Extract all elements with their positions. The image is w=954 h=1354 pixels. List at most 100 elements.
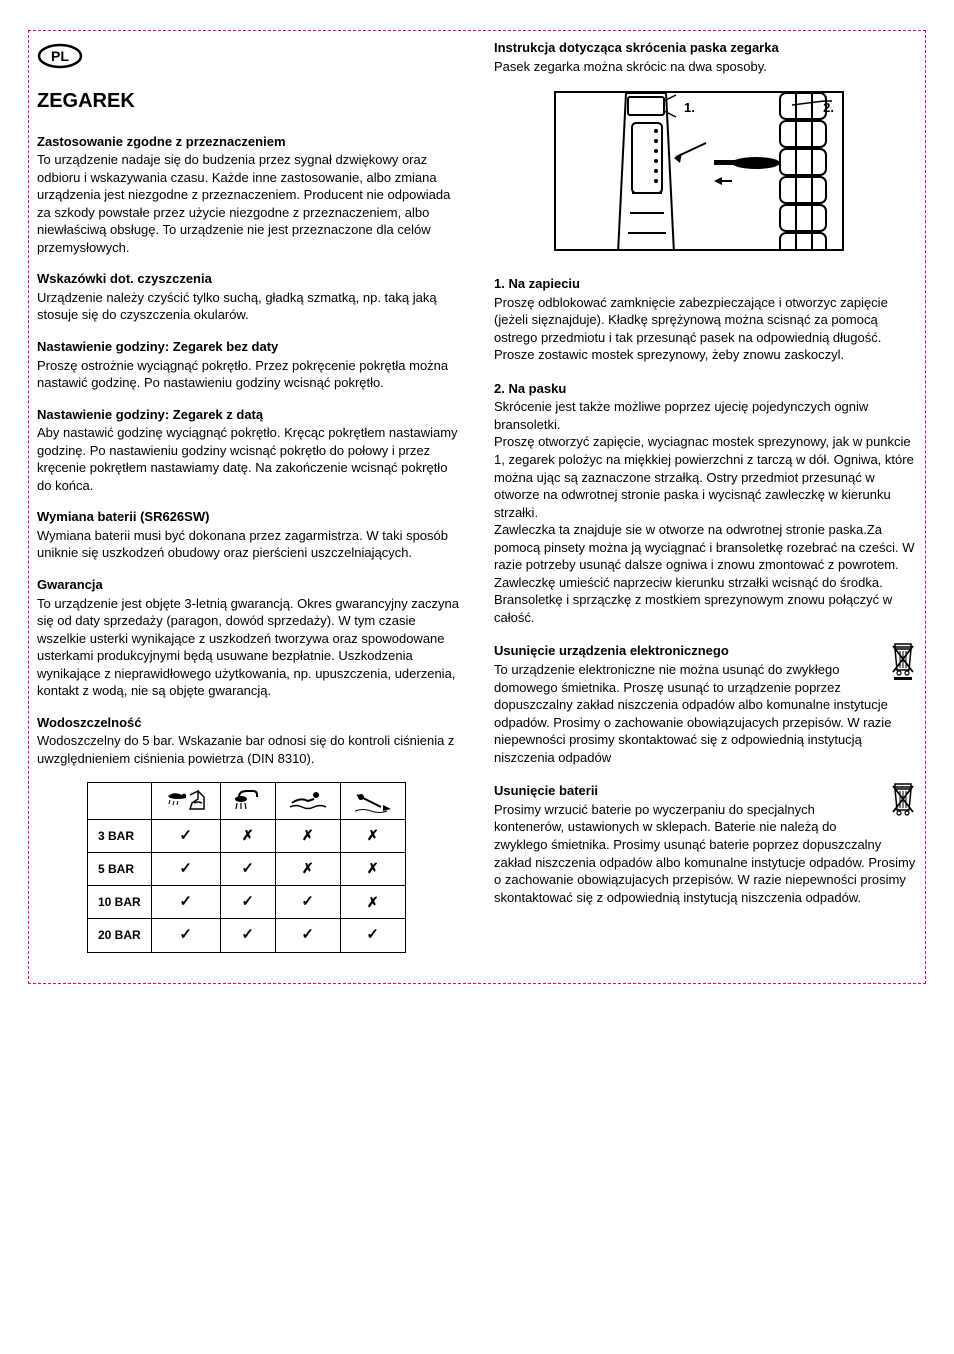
section-set-time-no-date: Nastawienie godziny: Zegarek bez daty Pr… xyxy=(37,338,460,392)
section-on-strap: 2. Na pasku Skrócenie jest także możliwe… xyxy=(494,380,917,627)
cross-icon: ✗ xyxy=(367,894,379,910)
body-intended-use: To urządzenie nadaje się do budzenia prz… xyxy=(37,151,460,256)
check-icon: ✓ xyxy=(301,926,314,943)
page: PL ZEGAREK Zastosowanie zgodne z przezna… xyxy=(28,30,926,984)
cell: ✗ xyxy=(340,852,405,885)
body-set-time-no-date: Proszę ostrożnie wyciągnąć pokrętło. Prz… xyxy=(37,357,460,392)
heading-strap-instructions: Instrukcja dotycząca skrócenia paska zeg… xyxy=(494,39,917,57)
body-warranty: To urządzenie jest objęte 3-letnią gwara… xyxy=(37,595,460,700)
col-icon-shower xyxy=(220,782,275,819)
body-water-resistance: Wodoszczelny do 5 bar. Wskazanie bar odn… xyxy=(37,732,460,767)
cross-icon: ✗ xyxy=(367,860,379,876)
check-icon: ✓ xyxy=(301,893,314,910)
section-cleaning: Wskazówki dot. czyszczenia Urządzenie na… xyxy=(37,270,460,324)
table-header-row xyxy=(88,782,406,819)
strap-diagram-icon xyxy=(556,93,844,251)
table-row: 20 BAR ✓ ✓ ✓ ✓ xyxy=(88,919,406,952)
battery-bin-icon xyxy=(889,782,917,821)
row-label-10bar: 10 BAR xyxy=(88,886,152,919)
water-resistance-table: 3 BAR ✓ ✗ ✗ ✗ 5 BAR ✓ ✓ ✗ ✗ 10 BAR ✓ ✓ ✓… xyxy=(87,782,406,953)
left-column: PL ZEGAREK Zastosowanie zgodne z przezna… xyxy=(37,39,460,953)
illus-label-1: 1. xyxy=(684,99,695,117)
body-on-strap: Skrócenie jest także możliwe poprzez uje… xyxy=(494,398,917,626)
heading-on-strap: 2. Na pasku xyxy=(494,380,917,398)
heading-intended-use: Zastosowanie zgodne z przeznaczeniem xyxy=(37,133,460,151)
table-row: 10 BAR ✓ ✓ ✓ ✗ xyxy=(88,886,406,919)
cross-icon: ✗ xyxy=(242,827,254,843)
section-set-time-date: Nastawienie godziny: Zegarek z datą Aby … xyxy=(37,406,460,495)
body-cleaning: Urządzenie należy czyścić tylko suchą, g… xyxy=(37,289,460,324)
heading-warranty: Gwarancja xyxy=(37,576,460,594)
language-badge-pl: PL xyxy=(37,43,460,74)
heading-set-time-date: Nastawienie godziny: Zegarek z datą xyxy=(37,406,460,424)
section-water-resistance: Wodoszczelność Wodoszczelny do 5 bar. Ws… xyxy=(37,714,460,768)
heading-cleaning: Wskazówki dot. czyszczenia xyxy=(37,270,460,288)
weee-bin-icon xyxy=(889,642,917,685)
cell: ✓ xyxy=(151,886,220,919)
body-set-time-date: Aby nastawić godzinę wyciągnąć pokrętło.… xyxy=(37,424,460,494)
body-dispose-device: To urządzenie elektroniczne nie można us… xyxy=(494,661,917,766)
row-label-3bar: 3 BAR xyxy=(88,819,152,852)
cell: ✓ xyxy=(151,852,220,885)
table-row: 3 BAR ✓ ✗ ✗ ✗ xyxy=(88,819,406,852)
heading-water-resistance: Wodoszczelność xyxy=(37,714,460,732)
cell: ✗ xyxy=(340,819,405,852)
body-on-clasp: Proszę odblokować zamknięcie zabezpiecza… xyxy=(494,294,917,364)
svg-text:PL: PL xyxy=(51,48,69,64)
cross-icon: ✗ xyxy=(367,827,379,843)
cell: ✓ xyxy=(220,852,275,885)
strap-illustration-box: 1. 2. xyxy=(554,91,844,251)
cell: ✗ xyxy=(275,819,340,852)
check-icon: ✓ xyxy=(179,926,192,943)
cell: ✓ xyxy=(220,886,275,919)
pl-oval-icon: PL xyxy=(37,43,83,69)
body-strap-instructions-intro: Pasek zegarka można skrócic na dwa sposo… xyxy=(494,58,917,76)
heading-dispose-battery: Usunięcie baterii xyxy=(494,782,917,800)
section-dispose-battery: Usunięcie baterii Prosimy wrzucić bateri… xyxy=(494,782,917,906)
cell: ✗ xyxy=(220,819,275,852)
shower-icon xyxy=(233,789,263,813)
check-icon: ✓ xyxy=(241,893,254,910)
table-corner-empty xyxy=(88,782,152,819)
cell: ✓ xyxy=(340,919,405,952)
table-row: 5 BAR ✓ ✓ ✗ ✗ xyxy=(88,852,406,885)
heading-on-clasp: 1. Na zapieciu xyxy=(494,275,917,293)
col-icon-dive xyxy=(340,782,405,819)
section-warranty: Gwarancja To urządzenie jest objęte 3-le… xyxy=(37,576,460,700)
diver-icon xyxy=(353,789,393,813)
section-on-clasp: 1. Na zapieciu Proszę odblokować zamknię… xyxy=(494,275,917,364)
check-icon: ✓ xyxy=(179,893,192,910)
rain-hand-icon xyxy=(164,789,208,813)
check-icon: ✓ xyxy=(241,860,254,877)
col-icon-swim xyxy=(275,782,340,819)
swimmer-icon xyxy=(288,789,328,813)
check-icon: ✓ xyxy=(179,860,192,877)
col-icon-rain-wash xyxy=(151,782,220,819)
row-label-20bar: 20 BAR xyxy=(88,919,152,952)
heading-dispose-device: Usunięcie urządzenia elektronicznego xyxy=(494,642,917,660)
cell: ✓ xyxy=(151,919,220,952)
section-strap-instructions-intro: Instrukcja dotycząca skrócenia paska zeg… xyxy=(494,39,917,75)
document-title: ZEGAREK xyxy=(37,88,460,115)
heading-set-time-no-date: Nastawienie godziny: Zegarek bez daty xyxy=(37,338,460,356)
check-icon: ✓ xyxy=(366,926,379,943)
right-column: Instrukcja dotycząca skrócenia paska zeg… xyxy=(494,39,917,953)
section-battery-change: Wymiana baterii (SR626SW) Wymiana bateri… xyxy=(37,508,460,562)
row-label-5bar: 5 BAR xyxy=(88,852,152,885)
cross-icon: ✗ xyxy=(302,860,314,876)
cell: ✓ xyxy=(275,919,340,952)
cell: ✓ xyxy=(151,819,220,852)
body-battery-change: Wymiana baterii musi być dokonana przez … xyxy=(37,527,460,562)
check-icon: ✓ xyxy=(179,827,192,844)
two-column-layout: PL ZEGAREK Zastosowanie zgodne z przezna… xyxy=(37,39,917,953)
cell: ✓ xyxy=(220,919,275,952)
section-intended-use: Zastosowanie zgodne z przeznaczeniem To … xyxy=(37,133,460,257)
cross-icon: ✗ xyxy=(302,827,314,843)
check-icon: ✓ xyxy=(241,926,254,943)
cell: ✓ xyxy=(275,886,340,919)
section-dispose-device: Usunięcie urządzenia elektronicznego To … xyxy=(494,642,917,766)
illus-label-2: 2. xyxy=(823,99,834,117)
cell: ✗ xyxy=(275,852,340,885)
cell: ✗ xyxy=(340,886,405,919)
body-dispose-battery: Prosimy wrzucić baterie po wyczerpaniu d… xyxy=(494,801,917,906)
